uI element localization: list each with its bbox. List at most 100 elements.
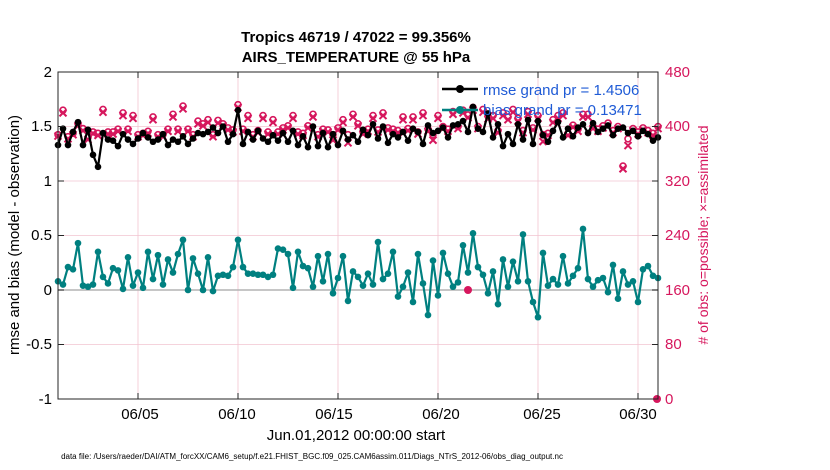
- bias-point: [264, 273, 272, 281]
- x-axis-ticks: 06/05 06/10 06/15 06/20 06/25 06/30: [121, 406, 657, 423]
- obs-assimilated-stroke: [243, 114, 253, 123]
- rmse-point: [429, 129, 437, 137]
- bias-point: [99, 273, 107, 281]
- rmse-point: [184, 140, 192, 148]
- rmse-point: [284, 138, 292, 146]
- rmse-point: [559, 134, 567, 141]
- bias-point: [434, 292, 442, 299]
- x-tick-label: 06/20: [422, 406, 460, 423]
- obs-assimilated-stroke: [583, 112, 593, 122]
- bias-point: [594, 276, 602, 284]
- y-right-tick-label: 400: [665, 118, 690, 135]
- obs-assimilated-stroke: [168, 112, 178, 122]
- bias-point: [589, 283, 597, 291]
- bias-point: [244, 270, 252, 277]
- bias-point: [144, 248, 152, 256]
- obs-assimilated-stroke: [448, 110, 458, 119]
- obs-assimilated-point: [98, 107, 108, 117]
- rmse-point: [564, 125, 572, 132]
- obs-assimilated-stroke: [418, 111, 428, 120]
- rmse-point: [214, 129, 222, 137]
- rmse-point: [419, 140, 427, 148]
- bias-point: [279, 246, 287, 253]
- rmse-point: [364, 131, 372, 139]
- y-tick-label: 2: [44, 64, 52, 81]
- rmse-point: [389, 130, 397, 138]
- rmse-point: [174, 138, 182, 146]
- bias-point: [304, 264, 312, 272]
- bias-point: [519, 231, 527, 238]
- rmse-point: [274, 137, 282, 144]
- rmse-point: [404, 137, 412, 144]
- rmse-point: [329, 130, 337, 138]
- rmse-point: [529, 140, 537, 148]
- bias-point: [289, 284, 297, 292]
- rmse-point: [69, 128, 77, 136]
- rmse-point: [344, 136, 352, 143]
- bias-point: [314, 252, 322, 260]
- obs-assimilated-stroke: [368, 114, 378, 123]
- bias-point: [224, 272, 232, 280]
- rmse-point: [544, 138, 552, 146]
- y-tick-label: -1: [39, 391, 52, 408]
- bias-point: [639, 265, 647, 273]
- bias-point: [399, 283, 407, 291]
- rmse-point: [139, 129, 147, 137]
- bias-point: [404, 269, 412, 276]
- bias-point: [369, 281, 377, 288]
- obs-assimilated-stroke: [503, 115, 513, 124]
- rmse-point: [199, 130, 207, 138]
- rmse-point: [394, 134, 402, 141]
- right-axis-marker: [464, 286, 472, 294]
- rmse-point: [229, 130, 237, 138]
- obs-assimilated-stroke: [88, 129, 98, 138]
- bias-point: [474, 263, 482, 271]
- bias-point: [129, 282, 137, 289]
- obs-assimilated-stroke: [408, 115, 418, 124]
- rmse-point: [484, 110, 492, 117]
- rmse-point: [109, 137, 117, 144]
- obs-assimilated-point: [448, 110, 458, 119]
- obs-assimilated-point: [268, 118, 278, 127]
- obs-assimilated-point: [408, 115, 418, 124]
- rmse-point: [319, 129, 327, 137]
- x-tick-label: 06/05: [121, 406, 159, 423]
- rmse-point: [549, 127, 557, 135]
- obs-assimilated-point: [618, 164, 628, 173]
- y-right-tick-label: 240: [665, 227, 690, 244]
- bias-point: [649, 272, 657, 280]
- bias-point: [559, 252, 567, 260]
- rmse-point: [469, 103, 477, 111]
- rmse-point: [379, 123, 387, 130]
- bias-point: [414, 250, 422, 258]
- bias-point: [629, 277, 637, 285]
- obs-assimilated-point: [118, 111, 128, 120]
- obs-assimilated-stroke: [178, 104, 188, 113]
- obs-assimilated-point: [508, 107, 518, 117]
- rmse-point: [369, 121, 377, 128]
- rmse-point: [359, 126, 367, 134]
- bias-point: [299, 262, 307, 270]
- rmse-point: [254, 127, 262, 135]
- obs-assimilated-stroke: [428, 135, 438, 145]
- y-right-tick-label: 480: [665, 64, 690, 81]
- obs-assimilated-stroke: [508, 107, 518, 117]
- obs-assimilated-point: [58, 108, 68, 118]
- bias-point: [134, 269, 142, 276]
- obs-assimilated-stroke: [348, 112, 358, 122]
- rmse-point: [614, 125, 622, 132]
- rmse-point: [499, 142, 507, 150]
- rmse-point: [244, 128, 252, 136]
- rmse-point: [224, 138, 232, 146]
- rmse-point: [209, 124, 217, 131]
- rmse-point: [589, 119, 597, 127]
- rmse-point: [114, 142, 122, 150]
- rmse-point: [239, 140, 247, 148]
- rmse-point: [414, 128, 422, 136]
- obs-assimilated-stroke: [478, 107, 488, 117]
- rmse-point: [399, 128, 407, 136]
- legend-bias-label: bias grand pr = 0.13471: [483, 102, 642, 119]
- bias-point: [479, 271, 487, 279]
- obs-assimilated-point: [128, 114, 138, 123]
- obs-assimilated-stroke: [618, 164, 628, 173]
